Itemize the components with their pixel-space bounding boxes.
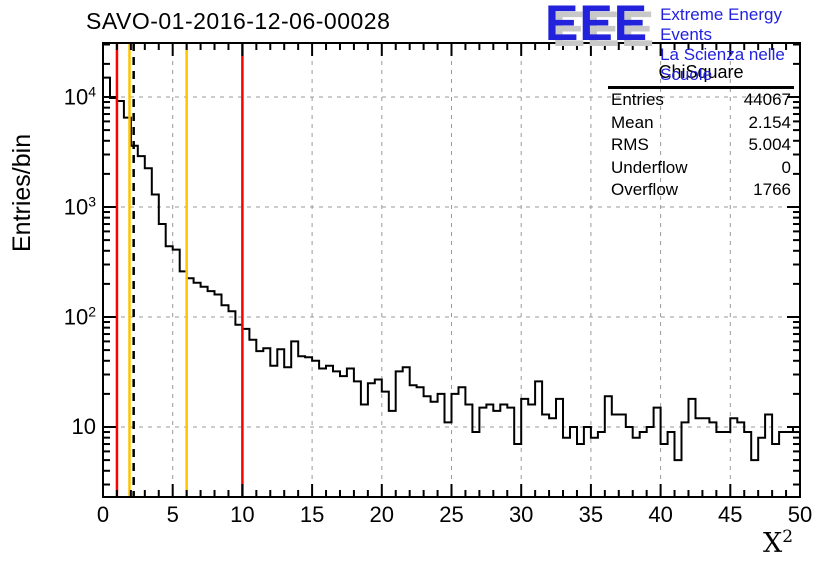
- y-tick-label-exponent: 2: [88, 303, 96, 320]
- stats-row: Overflow 1766: [608, 179, 794, 202]
- x-axis-title-base: X: [763, 528, 783, 559]
- y-tick-label-base: 10: [71, 414, 96, 439]
- eee-logo-acronym: EEE: [545, 0, 649, 51]
- x-axis-title-exponent: 2: [782, 527, 794, 547]
- stats-row-label: Mean: [611, 112, 654, 132]
- x-tick-label: 20: [369, 502, 395, 527]
- x-tick-label: 50: [787, 502, 813, 527]
- y-tick-label-base: 10: [63, 194, 89, 220]
- plot-title: SAVO-01-2016-12-06-00028: [86, 8, 391, 34]
- histogram-step-line: [103, 76, 801, 497]
- y-tick-label: 104: [34, 83, 96, 110]
- x-tick-label: 0: [96, 502, 110, 527]
- stats-row-value: 5.004: [748, 135, 791, 154]
- plot-frame: [102, 42, 801, 498]
- stats-row-value: 0: [781, 157, 791, 177]
- stats-row-value: 1766: [753, 180, 791, 199]
- eee-logo-line2: La Scienza nelle Scuole: [660, 45, 785, 84]
- y-axis-title: Entries/bin: [8, 133, 36, 252]
- stats-row: RMS 5.004: [608, 134, 794, 157]
- x-tick-label: 25: [439, 502, 464, 527]
- x-tick-label: 5: [166, 502, 179, 527]
- stats-row-label: Underflow: [611, 157, 688, 177]
- stats-row-label: Entries: [611, 90, 664, 109]
- stats-box-rows: Entries 44067 Mean 2.154 RMS 5.004 Underflow 0 O…: [608, 89, 794, 202]
- x-tick-label: 40: [648, 502, 673, 527]
- x-tick-label: 35: [578, 502, 604, 527]
- y-tick-label-base: 10: [63, 84, 89, 110]
- eee-logo: EEE Extreme Energy Events La Scienza nel…: [545, 0, 836, 85]
- x-axis-title: X2: [763, 527, 793, 559]
- stats-row: Underflow 0: [608, 157, 794, 180]
- stats-row-value: 44067: [743, 90, 791, 109]
- x-tick-label: 15: [299, 502, 325, 527]
- y-tick-label: 102: [34, 303, 96, 330]
- stats-row-label: RMS: [611, 135, 649, 154]
- stats-row: Entries 44067: [608, 89, 794, 112]
- stats-row-value: 2.154: [748, 112, 791, 132]
- stats-box: ChiSquare Entries 44067 Mean 2.154 RMS 5.004 U…: [608, 62, 794, 202]
- eee-logo-line1: Extreme Energy Events: [660, 5, 782, 44]
- y-tick-label-exponent: 4: [88, 83, 96, 100]
- stats-row: Mean 2.154: [608, 112, 794, 135]
- y-tick-label: 103: [34, 193, 96, 220]
- stats-row-label: Overflow: [611, 180, 679, 199]
- x-tick-label: 10: [230, 502, 255, 527]
- y-tick-label: 10: [34, 414, 96, 440]
- x-tick-label: 45: [718, 502, 743, 527]
- x-tick-label: 30: [508, 502, 534, 527]
- stats-box-title: ChiSquare: [608, 62, 794, 89]
- y-tick-label-base: 10: [63, 304, 89, 330]
- eee-logo-text: Extreme Energy Events La Scienza nelle S…: [660, 2, 836, 85]
- y-tick-label-exponent: 3: [88, 193, 96, 210]
